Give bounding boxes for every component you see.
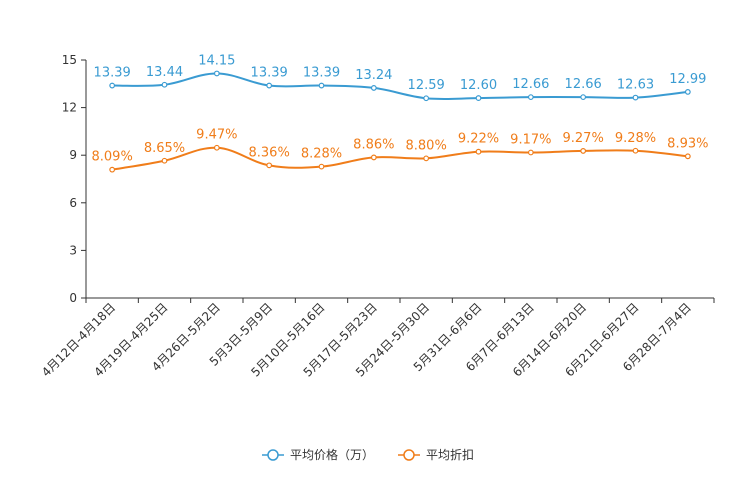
data-point[interactable] <box>370 154 377 161</box>
data-point[interactable] <box>684 153 691 160</box>
data-label: 12.66 <box>565 77 602 92</box>
y-tick-label: 9 <box>69 148 77 162</box>
data-point[interactable] <box>527 94 534 101</box>
data-point[interactable] <box>109 82 116 89</box>
series-0: 13.39 13.44 14.15 13.39 13.39 13.24 12.59 12.60… <box>94 53 706 102</box>
data-label: 8.28% <box>301 147 342 162</box>
data-point[interactable] <box>161 81 168 88</box>
data-point[interactable] <box>580 148 587 154</box>
data-label: 8.09% <box>92 150 133 165</box>
data-point[interactable] <box>475 148 482 155</box>
data-point[interactable] <box>266 162 273 169</box>
chart-legend[interactable]: 平均价格（万） 平均折扣 <box>262 447 474 462</box>
data-label: 12.60 <box>460 78 497 93</box>
chart-series: 13.39 13.44 14.15 13.39 13.39 13.24 12.59 12.60… <box>92 53 708 173</box>
data-label: 8.36% <box>249 145 290 160</box>
data-label: 9.27% <box>563 131 604 146</box>
data-point[interactable] <box>266 82 273 89</box>
data-label: 9.17% <box>510 133 551 148</box>
data-point[interactable] <box>527 149 534 156</box>
data-label: 12.66 <box>512 77 549 92</box>
data-point[interactable] <box>423 95 430 102</box>
y-tick-label: 0 <box>69 291 77 305</box>
legend-item-1[interactable]: 平均折扣 <box>398 447 474 462</box>
data-label: 8.80% <box>406 138 447 153</box>
data-label: 9.28% <box>615 131 656 146</box>
data-point[interactable] <box>213 70 220 77</box>
data-label: 8.86% <box>353 137 394 152</box>
data-point[interactable] <box>423 155 430 162</box>
data-label: 9.22% <box>458 132 499 147</box>
data-label: 12.63 <box>617 78 654 93</box>
data-point[interactable] <box>632 94 639 101</box>
y-tick-label: 6 <box>69 196 77 210</box>
y-tick-label: 12 <box>62 101 77 115</box>
data-point[interactable] <box>475 95 482 101</box>
y-tick-label: 15 <box>62 53 77 67</box>
series-line-1 <box>111 146 688 171</box>
data-label: 8.65% <box>144 141 185 156</box>
data-label: 9.47% <box>196 128 237 143</box>
data-label: 13.39 <box>94 66 131 81</box>
data-point[interactable] <box>213 144 220 151</box>
data-label: 13.24 <box>355 68 392 83</box>
legend-item-0[interactable]: 平均价格（万） <box>262 447 374 462</box>
series-1: 8.09% 8.65% 9.47% 8.36% 8.28% 8.86% 8.80% 9.22%… <box>92 128 708 173</box>
data-label: 12.99 <box>669 72 706 87</box>
data-label: 13.44 <box>146 65 183 80</box>
data-point[interactable] <box>684 88 691 95</box>
legend-label: 平均折扣 <box>426 447 474 462</box>
data-point[interactable] <box>109 166 116 173</box>
data-point[interactable] <box>161 157 168 164</box>
legend-marker <box>267 449 279 461</box>
series-line-0 <box>112 72 688 101</box>
legend-marker <box>403 449 415 461</box>
data-label: 13.39 <box>303 66 340 81</box>
data-point[interactable] <box>370 85 377 91</box>
data-label: 12.59 <box>408 78 445 93</box>
data-point[interactable] <box>580 94 587 101</box>
data-point[interactable] <box>632 147 639 154</box>
data-point[interactable] <box>318 163 325 170</box>
data-label: 13.39 <box>251 66 288 81</box>
y-tick-label: 3 <box>69 243 77 257</box>
chart-axes: 036912154月12日-4月18日4月19日-4月25日4月26日-5月2日… <box>39 53 715 380</box>
data-label: 8.93% <box>667 136 708 151</box>
legend-label: 平均价格（万） <box>290 447 374 462</box>
data-point[interactable] <box>318 82 325 89</box>
data-label: 14.15 <box>198 53 235 68</box>
